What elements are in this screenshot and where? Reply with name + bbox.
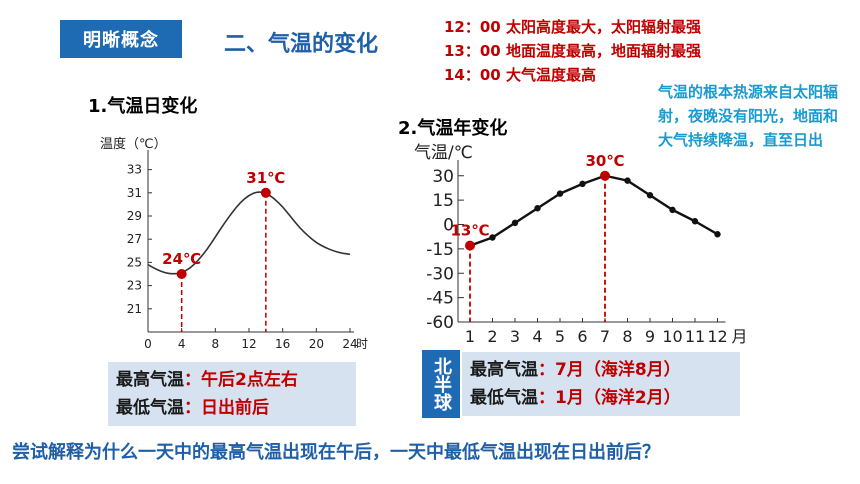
daily-y-tick-label: 31 xyxy=(127,186,142,200)
annual-data-point xyxy=(556,190,564,197)
annual-x-tick-label: 8 xyxy=(622,327,632,346)
daily-x-tick-label: 16 xyxy=(275,337,290,351)
annual-y-tick-label: 30 xyxy=(432,167,454,187)
daily-y-axis-label: 温度（℃） xyxy=(100,136,167,152)
daily-x-tick-label: 0 xyxy=(144,337,152,351)
time-note-14: 14：00 大气温度最高 xyxy=(444,66,596,84)
annual-min-label: 最低气温 xyxy=(470,388,538,408)
daily-x-tick-label: 4 xyxy=(178,337,186,351)
daily-y-tick-label: 21 xyxy=(127,302,142,316)
annual-x-tick-label: 12 xyxy=(707,327,727,346)
annual-x-tick-label: 6 xyxy=(577,327,587,346)
daily-annotation-label: 31℃ xyxy=(246,169,285,187)
annual-x-tick-label: 10 xyxy=(662,327,682,346)
daily-min-label: 最低气温 xyxy=(116,398,184,418)
daily-y-tick-label: 33 xyxy=(127,163,142,177)
annual-y-tick-label: -15 xyxy=(426,240,454,260)
annual-x-axis-label: 月 xyxy=(731,327,747,346)
annual-x-tick-label: 9 xyxy=(645,327,655,346)
annual-temperature-line xyxy=(469,174,719,247)
annual-x-tick-label: 2 xyxy=(487,327,497,346)
annual-x-tick-label: 11 xyxy=(685,327,705,346)
daily-max-label: 最高气温 xyxy=(116,370,184,390)
annual-y-tick-label: -60 xyxy=(426,313,454,333)
annual-max-value: ：7月（海洋8月） xyxy=(538,360,681,380)
concept-badge: 明晰概念 xyxy=(60,20,182,58)
annual-data-point xyxy=(646,192,654,199)
daily-y-tick-label: 25 xyxy=(127,255,142,269)
daily-temperature-chart: 温度（℃） 21 23 25 27 29 31 33 0 4 8 12 16 20 24时 24℃ 31℃ xyxy=(100,136,368,351)
annual-data-point xyxy=(534,205,541,212)
daily-y-tick-label: 23 xyxy=(127,279,142,293)
annual-data-point xyxy=(714,231,721,238)
daily-y-tick-label: 29 xyxy=(127,209,142,223)
daily-annotation-label: 24℃ xyxy=(162,250,201,268)
daily-x-axis-label: 时 xyxy=(356,337,368,351)
daily-x-tick-label: 20 xyxy=(309,337,324,351)
northern-hemisphere-tag: 北半球 xyxy=(422,350,460,418)
annual-chart-title: 2.气温年变化 xyxy=(398,118,508,139)
daily-annotation-point xyxy=(176,269,187,279)
annual-annotation-label: 13℃ xyxy=(450,222,489,240)
annual-data-point xyxy=(624,177,631,184)
discussion-question: 尝试解释为什么一天中的最高气温出现在午后，一天中最低气温出现在日出前后？ xyxy=(12,442,660,463)
annual-annotation-point xyxy=(465,240,475,251)
annual-data-point xyxy=(669,206,676,214)
annual-x-tick-label: 5 xyxy=(555,327,565,346)
annual-x-tick-label: 1 xyxy=(465,327,475,346)
annual-y-tick-label: -30 xyxy=(426,264,454,284)
section-title: 二、气温的变化 xyxy=(224,32,379,57)
annual-y-tick-label: 0 xyxy=(443,216,454,236)
annual-min-value: ：1月（海洋2月） xyxy=(538,388,681,408)
daily-x-tick-label: 12 xyxy=(241,337,256,351)
annual-annotation-point xyxy=(600,170,610,181)
annual-y-tick-label: -45 xyxy=(426,289,454,309)
annual-data-point xyxy=(691,218,699,225)
annual-annotation-label: 30℃ xyxy=(585,152,624,170)
annual-info-box: 最高气温：7月（海洋8月） 最低气温：1月（海洋2月） xyxy=(462,352,740,416)
annual-x-tick-label: 3 xyxy=(510,327,520,346)
annual-y-axis-label: 气温/℃ xyxy=(414,143,473,163)
daily-annotation-point xyxy=(260,187,271,198)
annual-data-point xyxy=(511,219,519,227)
daily-min-value: ：日出前后 xyxy=(184,398,269,418)
annual-data-point xyxy=(579,180,586,188)
annual-data-point xyxy=(489,234,496,241)
annual-x-tick-label: 4 xyxy=(532,327,542,346)
annual-y-tick-label: 15 xyxy=(432,191,454,211)
time-note-12: 12：00 太阳高度最大，太阳辐射最强 xyxy=(444,18,701,36)
heat-source-note: 气温的根本热源来自太阳辐射，夜晚没有阳光，地面和大气持续降温，直至日出 xyxy=(658,83,839,149)
daily-chart-title: 1.气温日变化 xyxy=(88,96,198,117)
daily-max-value: ：午后2点左右 xyxy=(184,370,298,390)
time-note-13: 13：00 地面温度最高，地面辐射最强 xyxy=(444,42,701,60)
daily-x-tick-label: 8 xyxy=(212,337,220,351)
annual-max-label: 最高气温 xyxy=(470,360,538,380)
daily-x-tick-label: 24 xyxy=(342,337,357,351)
daily-info-box: 最高气温：午后2点左右 最低气温：日出前后 xyxy=(108,362,356,426)
annual-x-tick-label: 7 xyxy=(600,327,610,346)
daily-y-tick-label: 27 xyxy=(127,232,142,246)
